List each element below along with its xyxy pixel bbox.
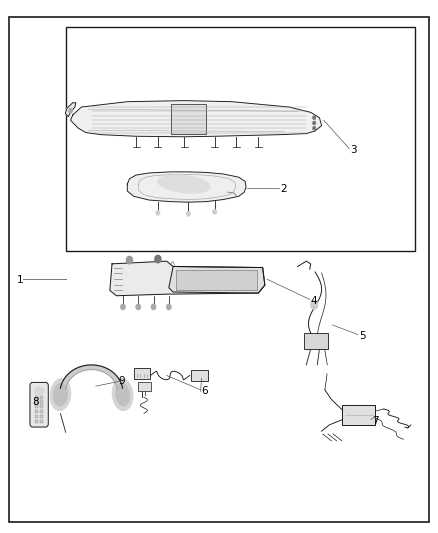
Polygon shape bbox=[127, 172, 246, 202]
Circle shape bbox=[313, 127, 315, 130]
Bar bbox=[138, 382, 151, 391]
Circle shape bbox=[311, 301, 318, 309]
Circle shape bbox=[187, 212, 190, 216]
Bar bbox=[343, 405, 375, 425]
Bar bbox=[35, 410, 38, 413]
Polygon shape bbox=[60, 365, 123, 389]
Circle shape bbox=[127, 256, 133, 264]
Bar bbox=[40, 400, 43, 403]
Bar bbox=[191, 369, 208, 381]
Bar bbox=[35, 395, 38, 399]
Text: 2: 2 bbox=[280, 184, 287, 195]
Circle shape bbox=[136, 304, 141, 310]
Text: 4: 4 bbox=[311, 296, 317, 306]
Text: 7: 7 bbox=[372, 416, 378, 426]
Bar bbox=[35, 405, 38, 408]
Ellipse shape bbox=[50, 379, 71, 410]
Ellipse shape bbox=[34, 387, 44, 395]
Ellipse shape bbox=[158, 175, 210, 193]
Text: 6: 6 bbox=[201, 386, 208, 397]
Circle shape bbox=[156, 211, 159, 215]
Bar bbox=[40, 395, 43, 399]
Bar bbox=[134, 368, 150, 379]
Bar bbox=[40, 419, 43, 423]
Text: 9: 9 bbox=[119, 376, 125, 386]
Ellipse shape bbox=[113, 379, 133, 410]
Polygon shape bbox=[65, 103, 76, 117]
Bar bbox=[35, 419, 38, 423]
FancyBboxPatch shape bbox=[30, 382, 48, 427]
Circle shape bbox=[151, 304, 155, 310]
Text: 3: 3 bbox=[350, 144, 357, 155]
Bar bbox=[35, 400, 38, 403]
Text: 8: 8 bbox=[32, 397, 39, 407]
Ellipse shape bbox=[116, 383, 129, 406]
Bar bbox=[40, 415, 43, 418]
Circle shape bbox=[121, 304, 125, 310]
Text: 1: 1 bbox=[16, 275, 23, 285]
Circle shape bbox=[166, 304, 171, 310]
Ellipse shape bbox=[54, 383, 67, 406]
Bar bbox=[66, 27, 416, 251]
Polygon shape bbox=[110, 261, 265, 296]
Polygon shape bbox=[169, 266, 265, 293]
Circle shape bbox=[313, 116, 315, 119]
Bar bbox=[35, 415, 38, 418]
Polygon shape bbox=[71, 101, 321, 137]
Circle shape bbox=[69, 109, 72, 113]
Circle shape bbox=[213, 209, 216, 214]
Circle shape bbox=[155, 255, 161, 263]
Circle shape bbox=[313, 122, 315, 125]
Bar bbox=[40, 410, 43, 413]
Bar bbox=[40, 405, 43, 408]
Bar bbox=[304, 333, 328, 349]
Text: 5: 5 bbox=[359, 330, 365, 341]
Bar bbox=[176, 270, 257, 290]
Bar bbox=[171, 104, 206, 134]
